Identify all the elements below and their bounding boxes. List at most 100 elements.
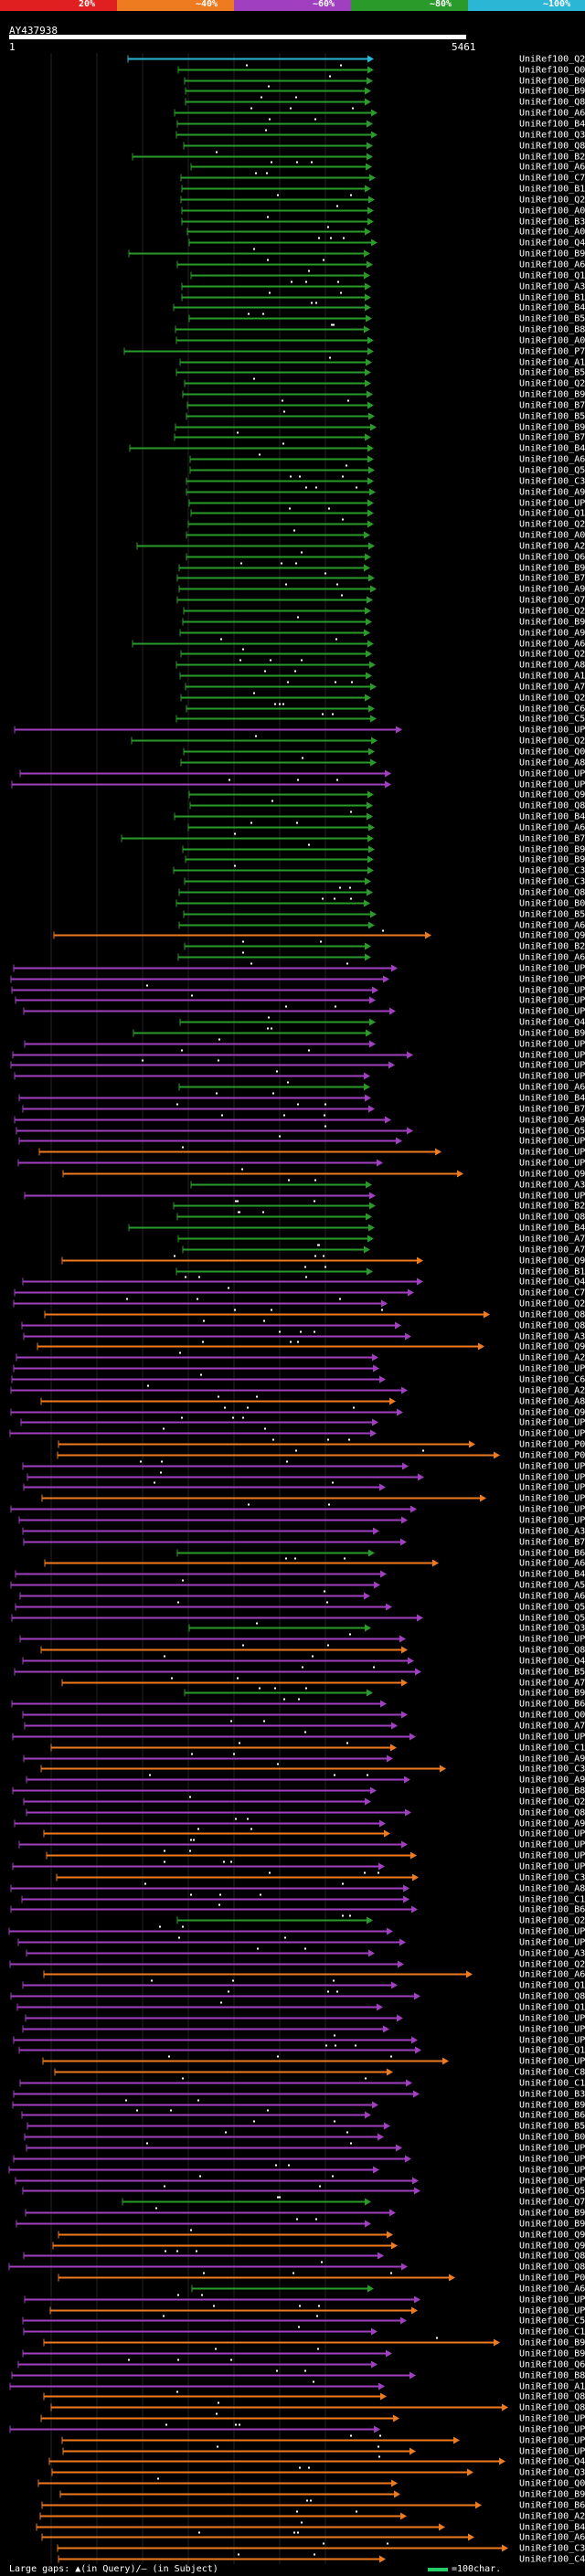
hit-row[interactable]: UniRef100_B1WZF4	[176, 1266, 585, 1277]
hit-row[interactable]: UniRef100_Q9LR87	[58, 2229, 585, 2241]
hit-row[interactable]: UniRef100_B4IVQ9	[36, 2521, 585, 2533]
hit-label[interactable]: UniRef100_UP1000...	[519, 1148, 585, 1158]
hit-label[interactable]: UniRef100_C6TF77	[519, 705, 585, 715]
hit-label[interactable]: UniRef100_Q2FC90	[519, 55, 585, 65]
hit-label[interactable]: UniRef100_A2QFU0	[519, 542, 585, 552]
hit-row[interactable]: UniRef100_C3WMH4	[186, 475, 585, 487]
hit-row[interactable]: UniRef100_UP1000...	[46, 1850, 585, 1861]
hit-row[interactable]: UniRef100_P73654	[123, 347, 585, 357]
hit-label[interactable]: UniRef100_Q1HMU5	[519, 509, 585, 519]
hit-row[interactable]: UniRef100_B9YGH1	[133, 1027, 585, 1039]
hit-row[interactable]: UniRef100_B9YJL1	[182, 843, 585, 855]
hit-row[interactable]: UniRef100_UP1000...	[26, 2142, 585, 2154]
hit-row[interactable]: UniRef100_B4B6J9	[129, 442, 585, 454]
hit-label[interactable]: UniRef100_B9I919	[519, 249, 585, 260]
hit-label[interactable]: UniRef100_C3Y2D4	[519, 1765, 585, 1775]
hit-row[interactable]: UniRef100_A9Z1X7	[14, 1114, 585, 1126]
hit-label[interactable]: UniRef100_UP1000...	[519, 2155, 585, 2165]
hit-row[interactable]: UniRef100_Q2UVL4	[176, 1914, 585, 1926]
hit-label[interactable]: UniRef100_UP1000...	[519, 1429, 585, 1439]
hit-row[interactable]: UniRef100_B6KDH1	[11, 1698, 585, 1710]
hit-row[interactable]: UniRef100_Q22914	[187, 518, 585, 530]
hit-row[interactable]: UniRef100_Q8RP09	[21, 1320, 585, 1331]
hit-row[interactable]: UniRef100_Q8IZE1	[40, 1644, 585, 1656]
hit-label[interactable]: UniRef100_A1YUX6	[519, 358, 585, 368]
hit-label[interactable]: UniRef100_B1XJ07	[519, 185, 585, 195]
hit-label[interactable]: UniRef100_C1GKW7	[519, 1895, 585, 1905]
hit-label[interactable]: UniRef100_B7FS15	[519, 574, 585, 584]
hit-row[interactable]: UniRef100_A2QFU0	[136, 542, 585, 552]
hit-label[interactable]: UniRef100_Q9XIE3	[519, 790, 585, 800]
hit-label[interactable]: UniRef100_A7RBJ5	[519, 1679, 585, 1689]
hit-row[interactable]: UniRef100_Q3R063	[51, 2466, 585, 2478]
hit-label[interactable]: UniRef100_Q4C6G3	[519, 239, 585, 249]
hit-row[interactable]: UniRef100_C3ZE98	[173, 864, 585, 876]
hit-row[interactable]: UniRef100_B7Z7U0	[22, 1103, 585, 1115]
hit-row[interactable]: UniRef100_Q9IYD9	[52, 2242, 585, 2252]
hit-label[interactable]: UniRef100_Q2WBV8	[519, 650, 585, 660]
hit-row[interactable]: UniRef100_UP1000...	[13, 2034, 585, 2046]
hit-row[interactable]: UniRef100_C7QLK3	[180, 172, 585, 184]
hit-label[interactable]: UniRef100_B9IDH3	[519, 855, 585, 865]
hit-label[interactable]: UniRef100_Q8WZL0-2	[519, 2392, 585, 2402]
hit-row[interactable]: UniRef100_A7QEC8	[185, 681, 585, 693]
hit-row[interactable]: UniRef100_UP1000...	[24, 1038, 585, 1050]
hit-row[interactable]: UniRef100_Q6BRK3	[186, 551, 585, 563]
hit-row[interactable]: UniRef100_B6H3W8	[10, 1903, 585, 1915]
hit-row[interactable]: UniRef100_B0C4W6	[184, 75, 585, 87]
hit-row[interactable]: UniRef100_Q0D114	[22, 1711, 585, 1721]
hit-label[interactable]: UniRef100_Q5R5Q2	[519, 1127, 585, 1137]
hit-label[interactable]: UniRef100_UP1000...	[519, 2014, 585, 2024]
hit-label[interactable]: UniRef100_A9VSQ0	[519, 1776, 585, 1786]
hit-label[interactable]: UniRef100_UP1000...	[519, 986, 585, 996]
hit-row[interactable]: UniRef100_Q3MEB2	[176, 129, 585, 141]
hit-row[interactable]: UniRef100_C1N627	[23, 2326, 585, 2337]
hit-label[interactable]: UniRef100_A9T3K8	[519, 629, 585, 639]
hit-label[interactable]: UniRef100_A9TDW2	[519, 1819, 585, 1829]
hit-row[interactable]: UniRef100_C5ZEJ9	[22, 2315, 585, 2327]
hit-row[interactable]: UniRef100_B9IDH3	[185, 855, 585, 865]
hit-label[interactable]: UniRef100_Q6RYW6	[519, 2360, 585, 2370]
hit-row[interactable]: UniRef100_Q4K227	[22, 1276, 585, 1288]
hit-row[interactable]: UniRef100_B9KF44	[25, 2207, 585, 2219]
hit-label[interactable]: UniRef100_Q3R063	[519, 2468, 585, 2478]
hit-row[interactable]: UniRef100_UP1000...	[19, 769, 585, 779]
hit-row[interactable]: UniRef100_B7XB85	[186, 399, 585, 411]
hit-label[interactable]: UniRef100_UP1000...	[519, 2425, 585, 2435]
hit-row[interactable]: UniRef100_Q8IYB3	[8, 2261, 585, 2273]
hit-row[interactable]: UniRef100_A0K2E2	[186, 529, 585, 541]
hit-label[interactable]: UniRef100_A7QEC8	[519, 683, 585, 693]
hit-label[interactable]: UniRef100_C3PTE0	[519, 2544, 585, 2554]
hit-row[interactable]: UniRef100_Q24292	[180, 692, 585, 704]
hit-label[interactable]: UniRef100_Q6BRK3	[519, 553, 585, 563]
hit-label[interactable]: UniRef100_P05143-2	[519, 1440, 585, 1450]
hit-label[interactable]: UniRef100_Q5QET3	[519, 466, 585, 476]
hit-row[interactable]: UniRef100_A6QUW7	[41, 2531, 585, 2543]
hit-row[interactable]: UniRef100_B5VYU2	[176, 368, 585, 378]
hit-row[interactable]: UniRef100_Q0Y7T1	[183, 747, 585, 758]
hit-row[interactable]: UniRef100_Q9S8M1	[37, 1341, 585, 1352]
hit-label[interactable]: UniRef100_B7KL76	[519, 433, 585, 443]
hit-label[interactable]: UniRef100_P05143	[519, 1451, 585, 1461]
hit-label[interactable]: UniRef100_C7IPQ2	[519, 1288, 585, 1299]
hit-row[interactable]: UniRef100_A6I271	[189, 453, 585, 465]
hit-row[interactable]: UniRef100_C4PVK1	[58, 2553, 585, 2565]
hit-row[interactable]: UniRef100_P05142	[58, 2272, 585, 2284]
hit-label[interactable]: UniRef100_A0NL08	[519, 207, 585, 217]
hit-row[interactable]: UniRef100_Q4K2B5	[22, 1655, 585, 1667]
hit-row[interactable]: UniRef100_UP1000...	[61, 2434, 585, 2446]
hit-label[interactable]: UniRef100_A8JJP4	[519, 758, 585, 769]
hit-row[interactable]: UniRef100_B8GSS7	[175, 323, 585, 335]
hit-row[interactable]: UniRef100_Q2QFC8	[184, 377, 585, 389]
hit-row[interactable]: UniRef100_A6QOK5	[132, 638, 585, 650]
hit-label[interactable]: UniRef100_C7QLK3	[519, 174, 585, 184]
hit-label[interactable]: UniRef100_Q5RGA6	[519, 2187, 585, 2197]
hit-row[interactable]: UniRef100_C6TF77	[186, 703, 585, 715]
hit-label[interactable]: UniRef100_Q2436O	[519, 607, 585, 617]
hit-label[interactable]: UniRef100_Q8L8K1	[519, 1213, 585, 1223]
hit-label[interactable]: UniRef100_UP1000...	[519, 769, 585, 779]
hit-row[interactable]: UniRef100_UP1000...	[17, 1159, 585, 1169]
hit-label[interactable]: UniRef100_UP1000...	[519, 2447, 585, 2457]
hit-label[interactable]: UniRef100_A6G6A1	[519, 1083, 585, 1093]
hit-row[interactable]: UniRef100_B8NIL1	[12, 1786, 585, 1797]
